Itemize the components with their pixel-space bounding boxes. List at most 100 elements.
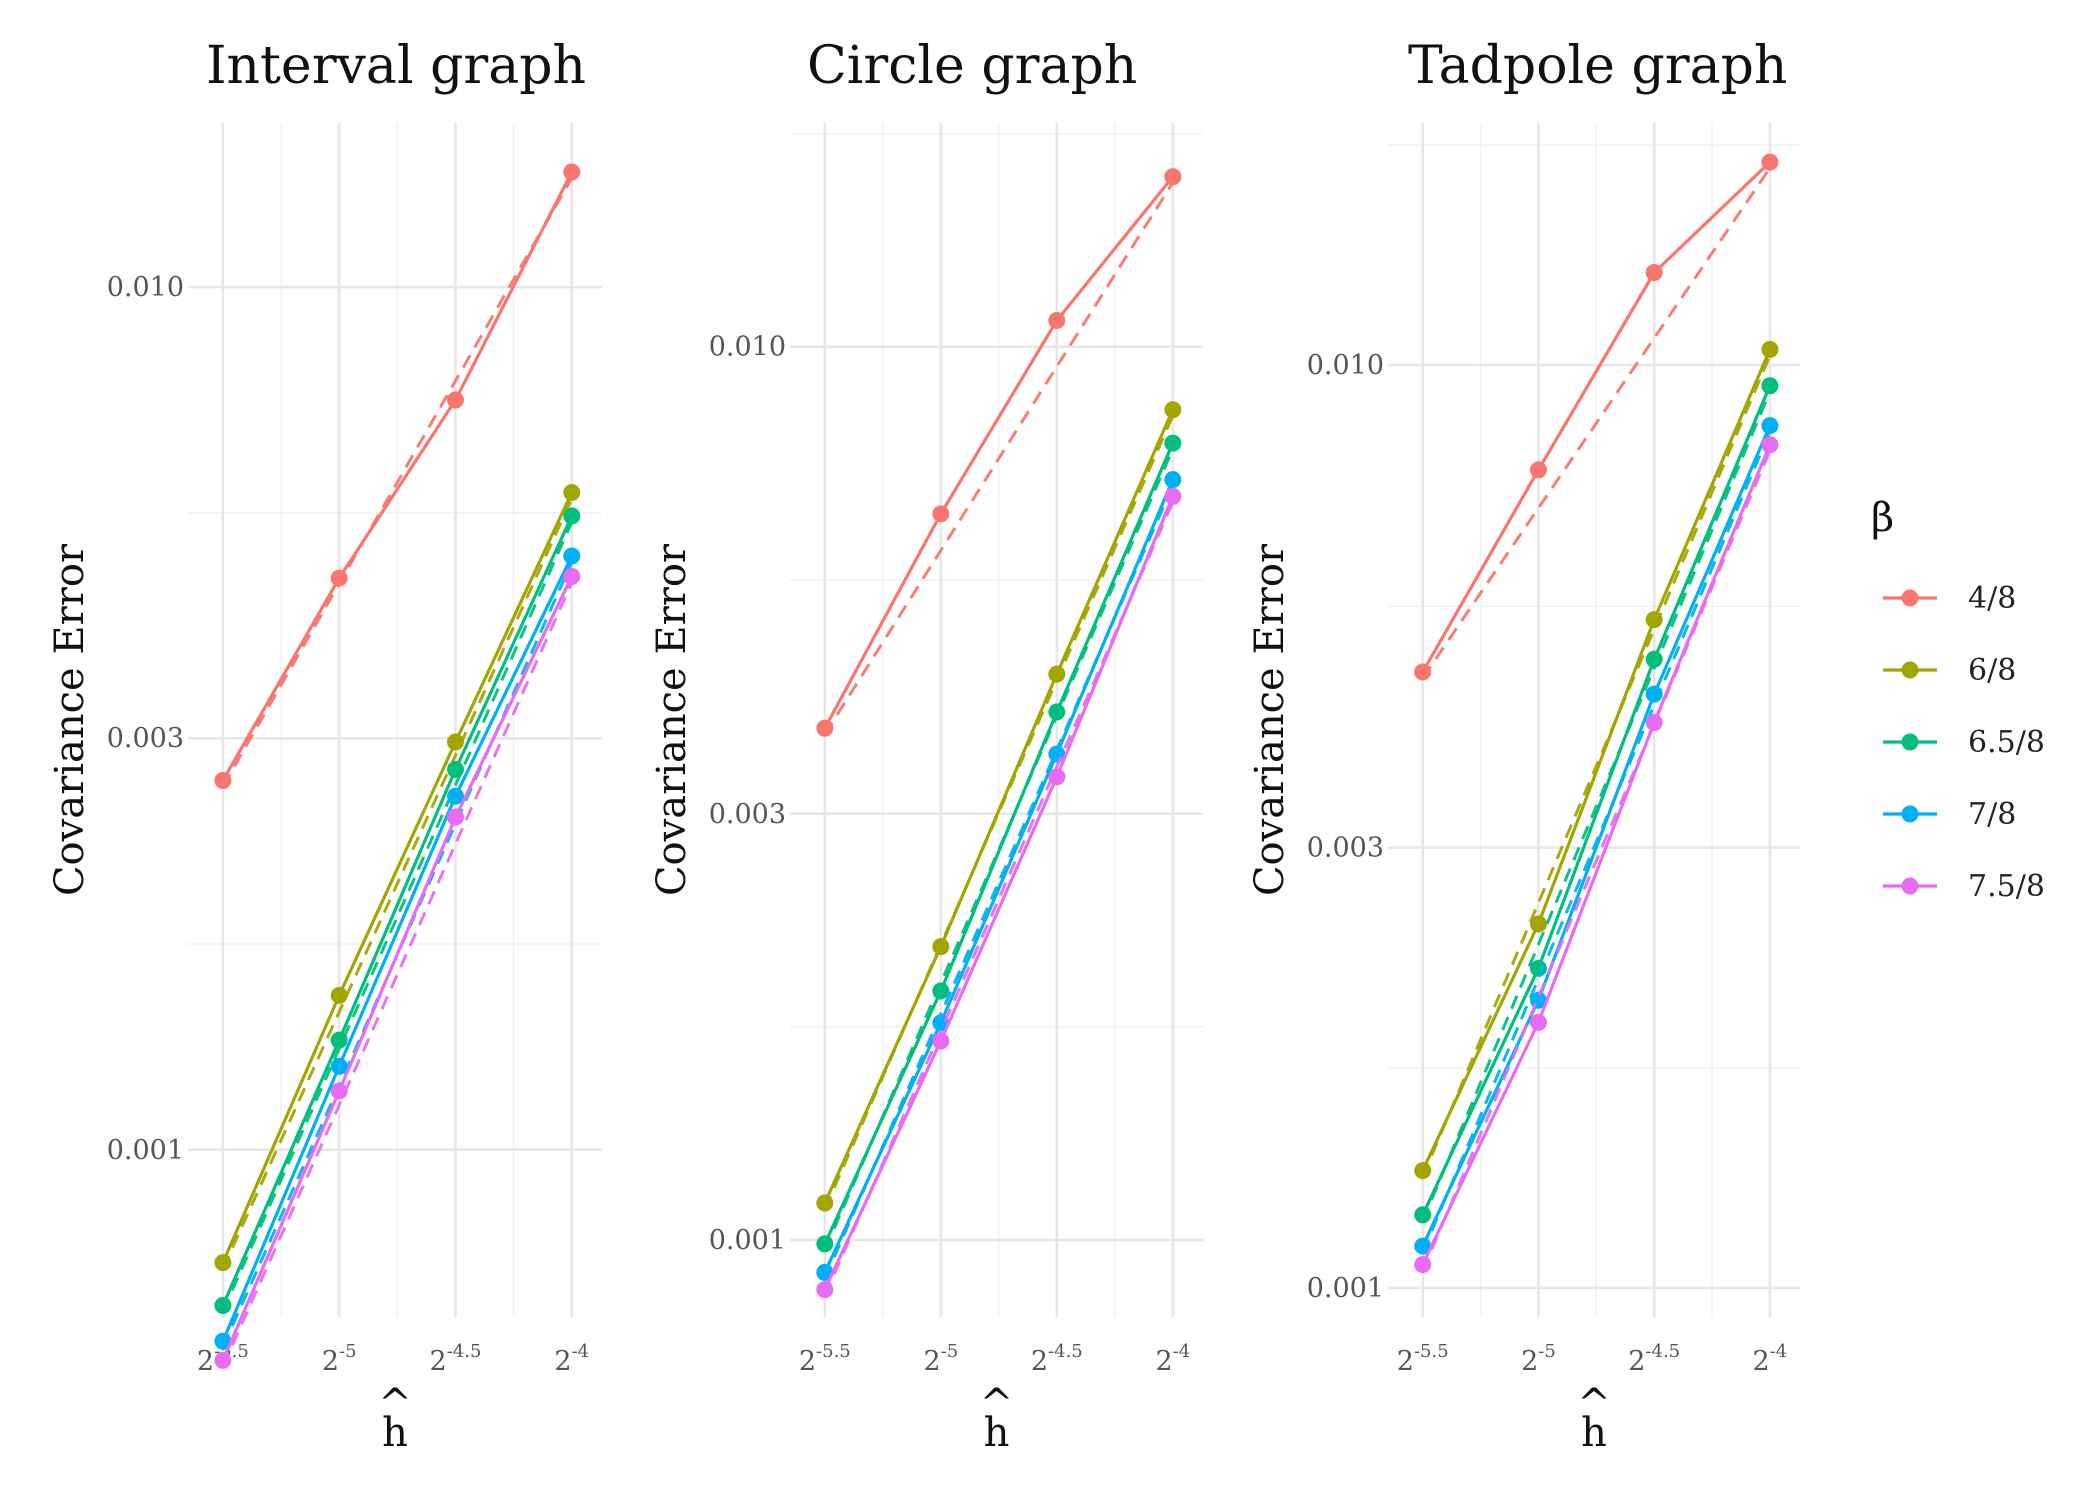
x-axis-title-hat: ^ bbox=[378, 1381, 412, 1427]
data-point-4/8 bbox=[446, 391, 464, 409]
y-axis-title: Covariance Error bbox=[1247, 543, 1293, 896]
series-line-6.5/8 bbox=[221, 515, 574, 1307]
series-line-6/8 bbox=[1421, 348, 1772, 1172]
data-point-6.5/8 bbox=[1048, 703, 1066, 721]
series-line-4/8 bbox=[1421, 160, 1772, 673]
data-point-4/8 bbox=[1048, 311, 1066, 329]
x-tick-label: 2-5.5 bbox=[1397, 1341, 1449, 1377]
data-point-4/8 bbox=[563, 163, 581, 181]
x-tick-label: 2-4.5 bbox=[1031, 1341, 1083, 1377]
data-point-6/8 bbox=[1761, 340, 1779, 358]
data-point-6/8 bbox=[932, 938, 950, 956]
x-tick-label: 2-4 bbox=[554, 1341, 589, 1377]
y-tick-label: 0.010 bbox=[709, 332, 786, 363]
data-point-6/8 bbox=[214, 1254, 232, 1272]
data-point-7.5/8 bbox=[330, 1082, 348, 1100]
data-point-7/8 bbox=[1414, 1237, 1432, 1255]
data-point-4/8 bbox=[1164, 168, 1182, 186]
data-point-4/8 bbox=[1529, 461, 1547, 479]
series-line-6.5/8 bbox=[1421, 385, 1772, 1216]
panel-2: 0.001 0.003 0.010 2-5.5 2-5 2-4.5 2-4 Tadpole g… bbox=[1247, 36, 1800, 1456]
series-line-6/8 bbox=[823, 409, 1175, 1204]
y-tick-label: 0.003 bbox=[107, 723, 184, 754]
series-reference-line-6/8 bbox=[1421, 354, 1772, 1178]
data-point-7.5/8 bbox=[1761, 436, 1779, 454]
data-point-7/8 bbox=[1645, 685, 1663, 703]
data-point-6.5/8 bbox=[932, 982, 950, 1000]
data-point-4/8 bbox=[816, 719, 834, 737]
data-point-4/8 bbox=[1645, 264, 1663, 282]
data-point-4/8 bbox=[214, 771, 232, 789]
series-line-7.5/8 bbox=[823, 495, 1175, 1291]
legend-label: 6.5/8 bbox=[1968, 725, 2045, 760]
data-point-7.5/8 bbox=[1529, 1013, 1547, 1031]
series-reference-line-4/8 bbox=[221, 177, 574, 788]
data-point-7/8 bbox=[1164, 471, 1182, 489]
series-reference-line-6.5/8 bbox=[221, 521, 574, 1313]
series-reference-line-4/8 bbox=[1421, 167, 1772, 679]
legend-label: 6/8 bbox=[1968, 653, 2016, 688]
data-point-6.5/8 bbox=[1645, 650, 1663, 668]
y-tick-label: 0.003 bbox=[1307, 833, 1384, 864]
x-tick-label: 2-4.5 bbox=[1628, 1341, 1680, 1377]
series-line-6.5/8 bbox=[823, 442, 1175, 1245]
series-line-6/8 bbox=[221, 491, 574, 1264]
y-tick-label: 0.001 bbox=[1307, 1273, 1384, 1304]
panel-title: Tadpole graph bbox=[1408, 36, 1787, 96]
data-point-6.5/8 bbox=[816, 1235, 834, 1253]
data-point-6/8 bbox=[330, 986, 348, 1004]
x-tick-label: 2-4 bbox=[1753, 1341, 1788, 1377]
series-line-7/8 bbox=[221, 555, 574, 1342]
data-point-7.5/8 bbox=[1645, 713, 1663, 731]
legend-label: 4/8 bbox=[1968, 581, 2016, 616]
y-tick-label: 0.001 bbox=[107, 1135, 184, 1166]
data-point-6/8 bbox=[1529, 915, 1547, 933]
x-tick-label: 2-5 bbox=[923, 1341, 958, 1377]
legend: β 4/8 6/8 6.5/8 7/8 7.5/8 bbox=[1871, 495, 2045, 904]
legend-key-point bbox=[1901, 589, 1919, 607]
series-line-7.5/8 bbox=[221, 575, 574, 1362]
y-tick-label: 0.003 bbox=[709, 799, 786, 830]
x-tick-label: 2-4 bbox=[1155, 1341, 1190, 1377]
data-point-7/8 bbox=[446, 787, 464, 805]
legend-label: 7.5/8 bbox=[1968, 869, 2045, 904]
y-axis-title: Covariance Error bbox=[47, 543, 93, 896]
series-line-7.5/8 bbox=[1421, 444, 1772, 1266]
data-point-4/8 bbox=[932, 505, 950, 523]
data-point-7.5/8 bbox=[932, 1032, 950, 1050]
y-tick-label: 0.010 bbox=[107, 272, 184, 303]
series-reference-line-7/8 bbox=[1421, 431, 1772, 1253]
data-point-6.5/8 bbox=[446, 760, 464, 778]
x-axis-title: h bbox=[382, 1410, 408, 1456]
series-line-4/8 bbox=[221, 171, 574, 782]
y-axis-title: Covariance Error bbox=[649, 543, 695, 896]
panel-1: 0.001 0.003 0.010 2-5.5 2-5 2-4.5 2-4 Circle gr… bbox=[649, 36, 1203, 1456]
data-point-7/8 bbox=[816, 1263, 834, 1281]
legend-key-point bbox=[1901, 733, 1919, 751]
data-point-4/8 bbox=[1761, 153, 1779, 171]
data-point-7/8 bbox=[563, 547, 581, 565]
series-reference-line-6.5/8 bbox=[1421, 391, 1772, 1222]
legend-title: β bbox=[1871, 495, 1894, 541]
y-tick-label: 0.010 bbox=[1307, 350, 1384, 381]
data-point-6/8 bbox=[563, 484, 581, 502]
data-point-7.5/8 bbox=[1414, 1256, 1432, 1274]
data-point-7.5/8 bbox=[563, 567, 581, 585]
series-reference-line-7.5/8 bbox=[221, 581, 574, 1368]
legend-key-point bbox=[1901, 877, 1919, 895]
data-point-7/8 bbox=[1761, 417, 1779, 435]
data-point-7/8 bbox=[214, 1332, 232, 1350]
y-tick-label: 0.001 bbox=[709, 1225, 786, 1256]
panel-title: Circle graph bbox=[807, 36, 1137, 96]
x-axis-title-hat: ^ bbox=[980, 1381, 1014, 1427]
series-reference-line-7/8 bbox=[221, 561, 574, 1348]
data-point-6/8 bbox=[1164, 401, 1182, 419]
x-axis-title: h bbox=[984, 1410, 1010, 1456]
data-point-4/8 bbox=[330, 569, 348, 587]
x-tick-label: 2-4.5 bbox=[430, 1341, 482, 1377]
panel-title: Interval graph bbox=[206, 36, 586, 96]
x-tick-label: 2-5.5 bbox=[799, 1341, 851, 1377]
x-axis-title: h bbox=[1581, 1410, 1607, 1456]
